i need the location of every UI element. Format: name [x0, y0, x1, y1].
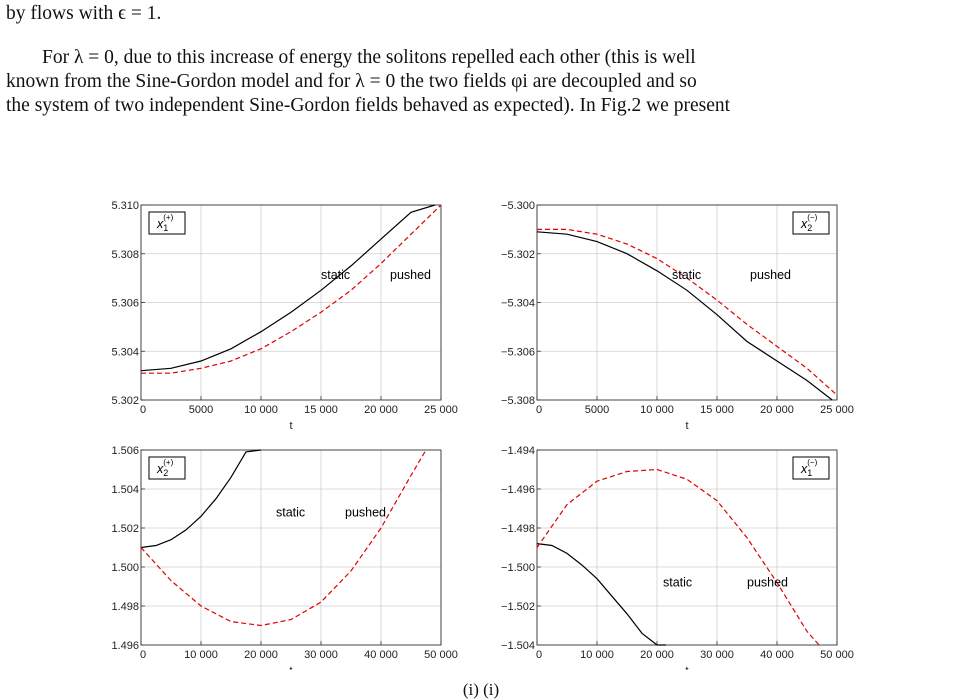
y-tick-label: 1.506: [111, 445, 139, 457]
y-tick-label: 1.500: [111, 562, 139, 574]
chart-panel-1: 0 5000 10 000 15 000 20 000 25 000 5.302 5.304 5…: [111, 200, 457, 432]
y-tick-label: −5.304: [501, 298, 535, 310]
annotation-static: static: [672, 268, 701, 282]
annotation-pushed: pushed: [390, 268, 431, 282]
x-tick-label: 50 000: [424, 649, 458, 661]
y-tick-label: 5.302: [111, 395, 139, 407]
y-tick-label: −5.300: [501, 200, 535, 212]
x-axis-label: t: [289, 665, 292, 670]
y-tick-label: −1.502: [501, 601, 535, 613]
y-tick-label: 1.498: [111, 601, 139, 613]
x-tick-label: 20 000: [364, 404, 398, 416]
series-line-static: [536, 543, 666, 646]
x-tick-label: 25 000: [424, 404, 458, 416]
series-line-pushed: [537, 228, 838, 396]
plot-frame: [140, 449, 442, 646]
annotation-pushed: pushed: [750, 268, 791, 282]
text-line-1: by flows with ϵ = 1.: [6, 3, 162, 24]
x-tick-label: 50 000: [820, 649, 854, 661]
x-tick-label: 10 000: [640, 404, 674, 416]
x-axis-label: t: [685, 420, 688, 432]
x-tick-label: 15 000: [304, 404, 338, 416]
y-tick-label: 5.310: [111, 200, 139, 212]
x-tick-label: 5000: [585, 404, 609, 416]
y-tick-label: −1.496: [501, 484, 535, 496]
y-tick-label: −1.504: [501, 640, 535, 652]
x-tick-label: 5000: [189, 404, 213, 416]
x-tick-label: 0: [140, 649, 146, 661]
x-tick-label: 15 000: [700, 404, 734, 416]
text-line-4: the system of two independent Sine-Gordo…: [6, 95, 731, 116]
series-line-static: [140, 204, 436, 372]
x-tick-label: 0: [536, 404, 542, 416]
x-tick-label: 25 000: [820, 404, 854, 416]
x-tick-label: 0: [140, 404, 146, 416]
x-tick-label: 40 000: [364, 649, 398, 661]
chart-panel-4: 0 10 000 20 000 30 000 40 000 50 000 −1.494 −1.…: [501, 445, 854, 670]
annotation-pushed: pushed: [345, 505, 386, 519]
figure-panels: 0 5000 10 000 15 000 20 000 25 000 5.302 5.304 5…: [111, 200, 854, 670]
y-tick-label: −5.306: [501, 346, 535, 358]
chart-panel-3: 0 10 000 20 000 30 000 40 000 50 000 1.496 1.49…: [111, 445, 457, 670]
legend-box: [792, 456, 830, 480]
x-tick-label: 10 000: [244, 404, 278, 416]
legend-box: [148, 456, 186, 480]
series-line-static: [140, 449, 262, 549]
figure-caption: (i) (i): [462, 680, 500, 699]
annotation-pushed: pushed: [747, 576, 788, 590]
text-line-2: For λ = 0, due to this increase of energ…: [42, 47, 696, 68]
y-tick-label: −5.308: [501, 395, 535, 407]
annotation-static: static: [276, 505, 305, 519]
x-tick-label: 20 000: [760, 404, 794, 416]
x-tick-label: 20 000: [640, 649, 674, 661]
y-tick-label: −5.302: [501, 249, 535, 261]
series-line-pushed: [141, 204, 442, 374]
y-tick-label: −1.500: [501, 562, 535, 574]
legend-box: [148, 211, 186, 235]
y-tick-label: 1.504: [111, 484, 139, 496]
x-tick-label: 30 000: [304, 649, 338, 661]
chart-panel-2: 0 5000 10 000 15 000 20 000 25 000 −5.300 −5.30…: [501, 200, 854, 432]
x-tick-label: 40 000: [760, 649, 794, 661]
y-tick-label: 1.502: [111, 523, 139, 535]
series-line-static: [536, 231, 833, 401]
plot-frame: [536, 449, 838, 646]
series-line-pushed: [140, 449, 427, 627]
y-tick-label: 1.496: [111, 640, 139, 652]
text-line-3: known from the Sine-Gordon model and for…: [6, 71, 697, 92]
x-tick-label: 20 000: [244, 649, 278, 661]
legend-box: [792, 211, 830, 235]
x-tick-label: 0: [536, 649, 542, 661]
annotation-static: static: [321, 268, 350, 282]
y-tick-label: 5.308: [111, 249, 139, 261]
y-tick-label: 5.306: [111, 298, 139, 310]
x-axis-label: t: [685, 665, 688, 670]
x-tick-label: 10 000: [184, 649, 218, 661]
x-axis-label: t: [289, 420, 292, 432]
annotation-static: static: [663, 576, 692, 590]
y-tick-label: 5.304: [111, 346, 139, 358]
x-tick-label: 30 000: [700, 649, 734, 661]
x-tick-label: 10 000: [580, 649, 614, 661]
y-tick-label: −1.494: [501, 445, 535, 457]
y-tick-label: −1.498: [501, 523, 535, 535]
